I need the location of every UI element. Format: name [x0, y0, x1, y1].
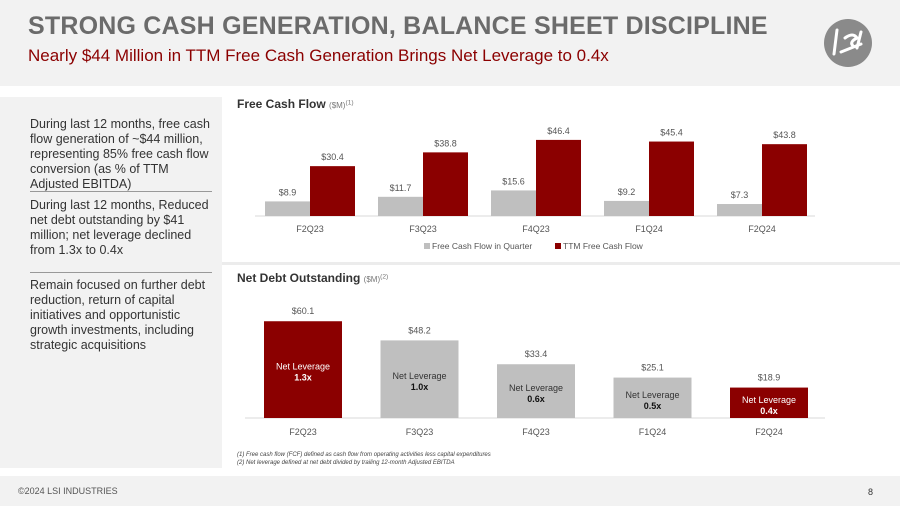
x-tick-label: F2Q23: [296, 224, 324, 234]
debt-bar: [730, 387, 808, 418]
data-label: $18.9: [758, 373, 781, 383]
data-label: $30.4: [321, 152, 344, 162]
net-leverage-value: 0.4x: [760, 406, 778, 416]
page-subtitle: Nearly $44 Million in TTM Free Cash Gene…: [28, 46, 609, 65]
legend-swatch: [424, 243, 430, 249]
ref: (2): [380, 273, 389, 281]
x-tick-label: F3Q23: [406, 427, 434, 437]
x-tick-label: F4Q23: [522, 224, 550, 234]
footnote-1: (1) Free cash flow (FCF) defined as cash…: [237, 452, 491, 458]
net-leverage-label: Net Leverage: [742, 395, 796, 405]
x-tick-label: F1Q24: [639, 427, 667, 437]
lsi-logo: [824, 19, 872, 67]
legend-label: Free Cash Flow in Quarter: [432, 241, 532, 251]
net-leverage-label: Net Leverage: [276, 362, 330, 372]
net-leverage-label: Net Leverage: [625, 390, 679, 400]
legend-swatch: [555, 243, 561, 249]
divider: [30, 191, 212, 192]
data-label: $15.6: [502, 176, 525, 186]
footnote-2: (2) Net leverage defined at net debt div…: [237, 460, 455, 466]
x-tick-label: F2Q24: [755, 427, 783, 437]
bar-ttm: [310, 166, 355, 216]
sidebar: [0, 97, 222, 468]
x-tick-label: F2Q24: [748, 224, 776, 234]
data-label: $33.4: [525, 349, 548, 359]
bar-ttm: [649, 141, 694, 216]
x-tick-label: F2Q23: [289, 427, 317, 437]
data-label: $9.2: [618, 187, 636, 197]
page-title: STRONG CASH GENERATION, BALANCE SHEET DI…: [28, 12, 768, 40]
sidebar-point: Remain focused on further debt reduction…: [30, 278, 206, 352]
data-label: $45.4: [660, 128, 683, 138]
x-tick-label: F3Q23: [409, 224, 437, 234]
bar-ttm: [536, 139, 581, 216]
divider: [30, 272, 212, 273]
ref: (1): [345, 99, 354, 107]
section-separator: [222, 262, 900, 265]
unit: ($M): [329, 101, 346, 110]
data-label: $38.8: [434, 138, 457, 148]
net-leverage-label: Net Leverage: [509, 383, 563, 393]
data-label: $43.8: [773, 130, 796, 140]
x-tick-label: F4Q23: [522, 427, 550, 437]
debt-bar: [613, 377, 692, 418]
fcf-unit: ($M)(1): [329, 99, 354, 110]
bar-quarter: [265, 201, 310, 216]
net-leverage-value: 0.6x: [527, 394, 545, 404]
page-number: 8: [868, 487, 874, 497]
debt-bar: [264, 321, 342, 418]
data-label: $60.1: [292, 306, 315, 316]
net-leverage-label: Net Leverage: [392, 371, 446, 381]
legend-label: TTM Free Cash Flow: [563, 241, 644, 251]
fcf-title-text: Free Cash Flow: [237, 97, 326, 111]
debt-title-text: Net Debt Outstanding: [237, 271, 361, 285]
data-label: $46.4: [547, 126, 570, 136]
data-label: $8.9: [279, 187, 297, 197]
footer: [0, 476, 900, 506]
sidebar-point: During last 12 months, free cash flow ge…: [30, 117, 210, 191]
header: [0, 0, 900, 86]
bar-ttm: [762, 144, 807, 216]
x-tick-label: F1Q24: [635, 224, 663, 234]
net-leverage-value: 1.3x: [294, 373, 312, 383]
debt-unit: ($M)(2): [363, 273, 389, 284]
bar-quarter: [491, 190, 536, 216]
net-leverage-value: 1.0x: [411, 382, 429, 392]
copyright: ©2024 LSI INDUSTRIES: [18, 486, 118, 496]
debt-bar: [380, 340, 459, 418]
debt-bar: [497, 364, 575, 418]
data-label: $25.1: [641, 363, 664, 373]
bar-quarter: [717, 204, 762, 216]
unit: ($M): [363, 275, 381, 284]
bar-quarter: [604, 200, 649, 216]
bar-ttm: [423, 152, 468, 216]
net-leverage-value: 0.5x: [644, 401, 662, 411]
data-label: $48.2: [408, 325, 431, 335]
data-label: $11.7: [390, 183, 412, 193]
bar-quarter: [378, 196, 423, 216]
data-label: $7.3: [731, 190, 749, 200]
debt-chart-title: Net Debt Outstanding ($M)(2): [237, 271, 388, 285]
sidebar-point: During last 12 months, Reduced net debt …: [30, 198, 209, 257]
fcf-chart-title: Free Cash Flow ($M)(1): [237, 97, 354, 111]
